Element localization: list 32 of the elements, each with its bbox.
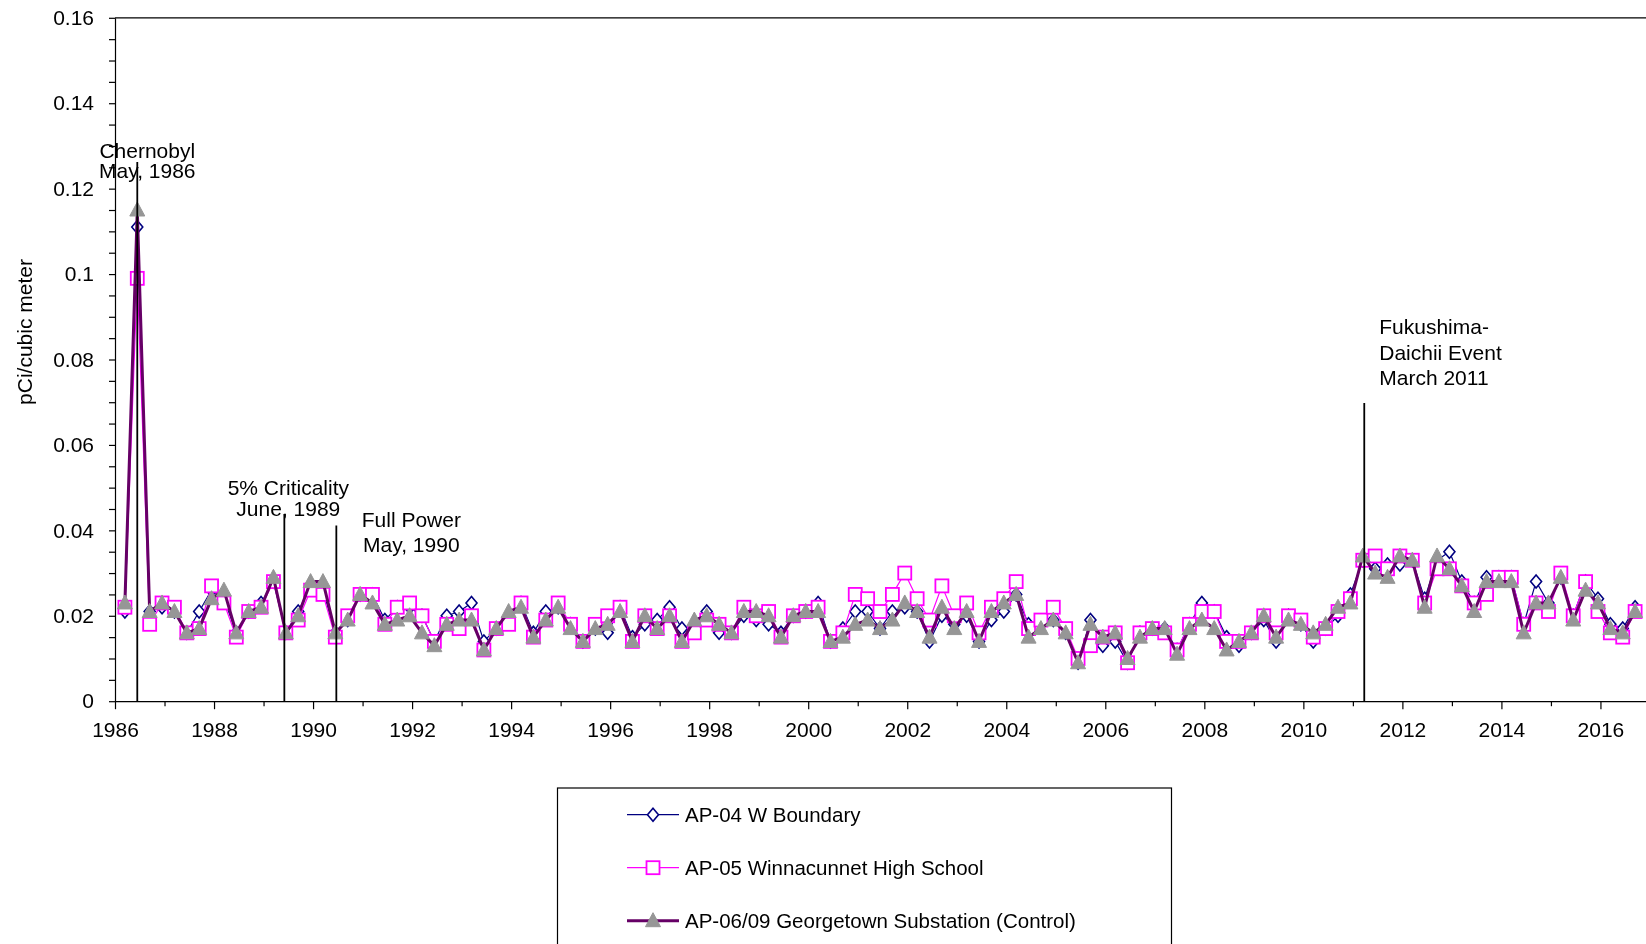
y-axis-title: pCi/cubic meter (12, 259, 36, 405)
x-tick-label: 2014 (1478, 718, 1526, 742)
x-tick-label: 2012 (1379, 718, 1427, 742)
y-tick-label: 0.02 (53, 603, 94, 627)
ref-line-label: Full Power May, 1990 (361, 508, 461, 556)
y-tick-label: 0.08 (53, 347, 94, 371)
ref-line-label: 5% Criticality June, 1989 (227, 476, 350, 520)
y-tick-label: 0.06 (53, 433, 94, 457)
x-tick-label: 1996 (587, 718, 635, 742)
x-tick-label: 2010 (1280, 718, 1328, 742)
x-tick-label: 2008 (1181, 718, 1229, 742)
y-tick-label: 0.12 (53, 176, 94, 200)
x-tick-label: 1994 (488, 718, 536, 742)
y-tick-label: 0.1 (64, 262, 94, 286)
x-tick-label: 2006 (1082, 718, 1130, 742)
x-tick-label: 1998 (686, 718, 734, 742)
x-tick-label: 2000 (785, 718, 833, 742)
legend-label: AP-05 Winnacunnet High School (685, 856, 984, 880)
y-tick-label: 0.16 (53, 6, 94, 30)
legend-label: AP-04 W Boundary (685, 803, 862, 827)
x-tick-label: 2016 (1577, 718, 1625, 742)
x-tick-label: 1988 (191, 718, 238, 742)
ref-line-label: Fukushima- Daichii Event March 2011 (1379, 315, 1502, 389)
y-tick-label: 0 (82, 689, 94, 713)
y-tick-label: 0.04 (53, 518, 95, 542)
x-tick-label: 2002 (884, 718, 932, 742)
x-tick-label: 2004 (983, 718, 1031, 742)
y-tick-label: 0.14 (53, 91, 95, 115)
x-tick-label: 1992 (389, 718, 436, 742)
x-tick-label: 1990 (290, 718, 337, 742)
x-tick-label: 1986 (92, 718, 139, 742)
legend-label: AP-06/09 Georgetown Substation (Control) (685, 909, 1076, 933)
